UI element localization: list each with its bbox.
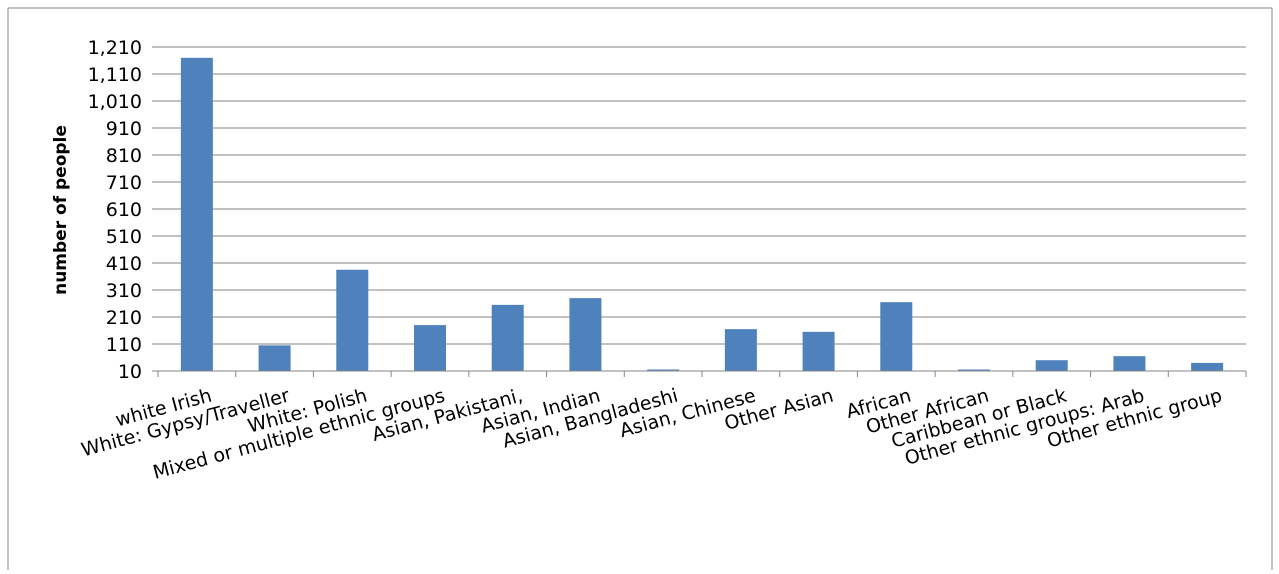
bar	[724, 329, 757, 371]
y-tick-label: 510	[106, 226, 142, 248]
y-tick-label: 210	[106, 307, 142, 329]
y-tick-label: 10	[118, 361, 142, 383]
bar	[880, 302, 913, 371]
y-tick-label: 710	[106, 172, 142, 194]
y-tick-label: 1,010	[88, 91, 142, 113]
bar	[1191, 362, 1224, 371]
gridlines	[158, 46, 1246, 372]
bar	[647, 369, 680, 371]
bars	[180, 57, 1224, 372]
y-tick-label: 1,210	[88, 37, 142, 59]
y-tick-label: 910	[106, 118, 142, 140]
bar	[258, 345, 291, 371]
y-tick-label: 410	[106, 253, 142, 275]
bar	[802, 331, 835, 371]
y-tick-label: 110	[106, 334, 142, 356]
y-axis-ticks: 10 110 210 310 410 510 610 710 810 910 1,010 1,110 1…	[88, 37, 158, 383]
bar	[1113, 356, 1146, 371]
bar	[491, 304, 524, 371]
bar	[569, 298, 602, 371]
bar	[1035, 360, 1068, 371]
bar	[958, 369, 990, 371]
y-axis-title: number of people	[51, 125, 71, 295]
bar	[336, 269, 369, 371]
y-tick-label: 310	[106, 280, 142, 302]
y-tick-label: 810	[106, 145, 142, 167]
bar	[414, 325, 446, 371]
y-tick-label: 1,110	[88, 64, 142, 86]
y-tick-label: 610	[106, 199, 142, 221]
bar	[180, 57, 213, 372]
